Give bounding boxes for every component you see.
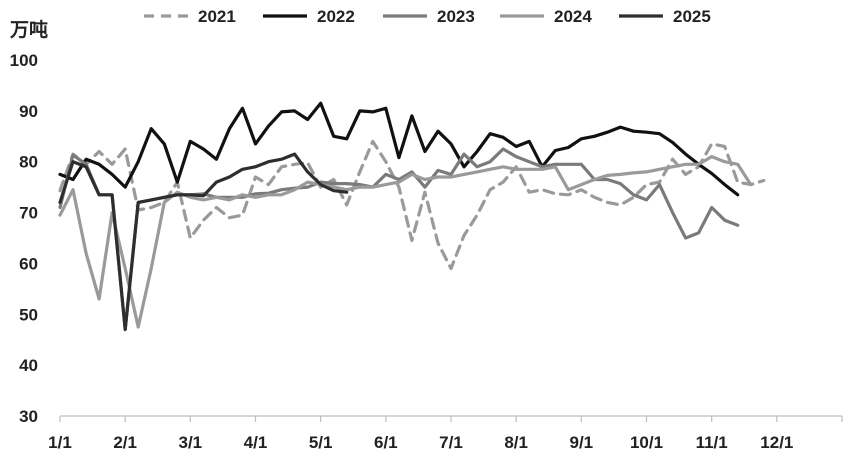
y-tick-label: 90 <box>19 102 38 121</box>
unit-label: 万吨 <box>9 18 48 41</box>
series-line-2021 <box>58 139 766 271</box>
y-tick-label: 70 <box>19 204 38 223</box>
x-tick-label: 7/1 <box>439 433 463 452</box>
y-tick-label: 100 <box>10 51 38 70</box>
legend-label-2023: 2023 <box>437 7 475 26</box>
legend: 2021 2022 2023 2024 2025 <box>144 7 711 26</box>
x-tick-label: 1/1 <box>48 433 72 452</box>
x-tick-label: 11/1 <box>696 433 728 452</box>
x-tick-label: 8/1 <box>504 433 528 452</box>
x-tick-label: 9/1 <box>570 433 594 452</box>
x-tick-label: 12/1 <box>760 433 793 452</box>
x-axis: 1/1 2/1 3/1 4/1 5/1 6/1 7/1 8/1 9/1 10/1 11/1 12/1 <box>48 415 843 452</box>
x-tick-label: 4/1 <box>244 433 268 452</box>
series-line-2024 <box>58 155 753 329</box>
y-tick-label: 80 <box>19 153 38 172</box>
y-axis: 30 40 50 60 70 80 90 100 <box>10 51 38 426</box>
y-tick-label: 40 <box>19 356 38 375</box>
series-line-2022 <box>58 101 740 197</box>
x-tick-label: 10/1 <box>630 433 663 452</box>
y-tick-label: 50 <box>19 305 38 324</box>
legend-label-2024: 2024 <box>554 7 592 26</box>
x-tick-label: 5/1 <box>309 433 333 452</box>
y-tick-label: 30 <box>19 407 38 426</box>
legend-label-2022: 2022 <box>317 7 355 26</box>
x-tick-label: 6/1 <box>374 433 398 452</box>
series-lines <box>58 101 766 332</box>
y-tick-label: 60 <box>19 254 38 273</box>
x-tick-label: 3/1 <box>179 433 203 452</box>
x-tick-label: 2/1 <box>113 433 137 452</box>
legend-label-2025: 2025 <box>673 7 711 26</box>
legend-label-2021: 2021 <box>198 7 236 26</box>
series-line-2023 <box>58 147 740 332</box>
series-line-2025 <box>58 152 349 332</box>
